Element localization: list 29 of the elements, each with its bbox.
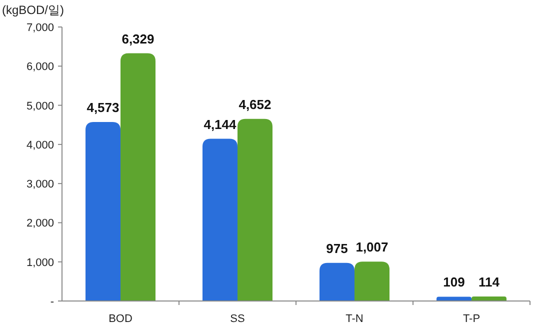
bar	[238, 118, 272, 301]
y-tick-label: 6,000	[26, 61, 54, 74]
bar	[320, 262, 354, 301]
y-axis-title: (kgBOD/일)	[2, 3, 64, 17]
bar	[354, 262, 390, 301]
data-label: 6,329	[122, 31, 154, 46]
x-tick-label: T-N	[346, 313, 364, 325]
bar	[472, 296, 506, 301]
data-label: 4,652	[238, 96, 272, 112]
bar	[436, 296, 472, 301]
y-tick-label: 4,000	[26, 139, 54, 152]
data-label: 109	[443, 274, 465, 290]
y-tick-label: 2,000	[26, 218, 54, 230]
x-tick-label: BOD	[108, 313, 132, 325]
data-label: 1,007	[356, 240, 388, 255]
bar	[202, 138, 238, 301]
y-tick-label: 1,000	[26, 256, 54, 269]
bar	[120, 53, 156, 301]
x-tick-label: T-P	[462, 313, 480, 325]
y-tick-label: 3,000	[26, 178, 54, 191]
data-label: 975	[326, 240, 348, 256]
data-label: 4,144	[204, 116, 238, 132]
y-tick-label: -	[50, 296, 54, 308]
data-label: 114	[478, 274, 500, 290]
y-tick-label: 5,000	[26, 100, 54, 112]
data-label: 4,573	[86, 100, 120, 115]
y-tick-label: 7,000	[26, 22, 54, 34]
x-tick-label: SS	[230, 313, 245, 325]
bar	[86, 122, 120, 301]
